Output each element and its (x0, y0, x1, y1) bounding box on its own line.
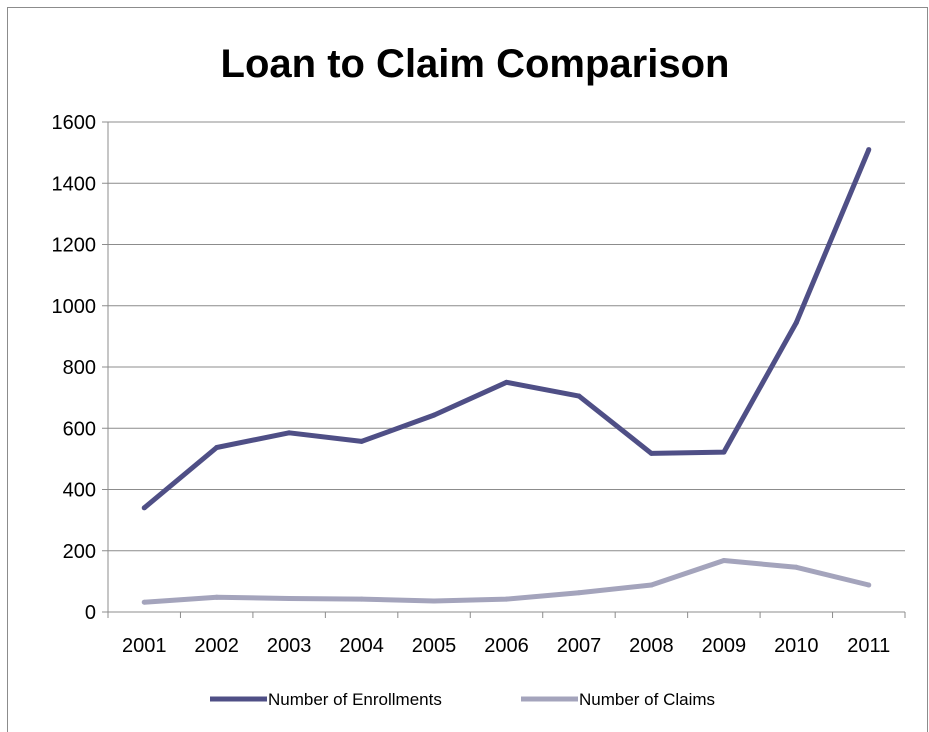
series-line (142, 148, 872, 510)
data-point (359, 438, 365, 444)
data-point (866, 582, 872, 588)
data-point (141, 505, 147, 511)
data-point (286, 430, 292, 436)
data-point (431, 598, 437, 604)
y-tick-label: 200 (63, 541, 96, 563)
data-point (576, 590, 582, 596)
y-tick-label: 800 (63, 357, 96, 379)
x-tick-label: 2010 (774, 635, 819, 657)
data-point (576, 393, 582, 399)
series-number-of-claims (141, 558, 872, 605)
data-point (648, 450, 654, 456)
data-point (793, 320, 799, 326)
y-tick-label: 1200 (52, 235, 97, 257)
data-point (721, 558, 727, 564)
y-tick-label: 600 (63, 418, 96, 440)
gridlines (108, 121, 905, 613)
x-tick-label: 2004 (339, 635, 384, 657)
x-tick-label: 2005 (412, 635, 457, 657)
y-tick-label: 1400 (52, 173, 97, 195)
x-tick-label: 2009 (702, 635, 747, 657)
y-tick-label: 1000 (52, 296, 97, 318)
data-point (286, 596, 292, 602)
x-tick-label: 2001 (122, 635, 167, 657)
data-point (141, 599, 147, 605)
data-point (214, 594, 220, 600)
series-number-of-enrollments (141, 147, 872, 511)
data-point (866, 147, 872, 153)
data-point (793, 564, 799, 570)
x-tick-label: 2011 (847, 635, 890, 657)
data-point (721, 449, 727, 455)
legend-item: Number of Claims (521, 690, 715, 709)
y-axis: 0 200 400 600 800 1000 1200 1400 1600 (52, 112, 109, 624)
data-point (214, 445, 220, 451)
chart-frame (7, 7, 928, 732)
x-tick-label: 2006 (484, 635, 529, 657)
legend-label: Number of Claims (579, 690, 715, 709)
y-tick-label: 0 (85, 602, 96, 624)
x-tick-label: 2002 (194, 635, 239, 657)
series-lines (141, 147, 872, 605)
x-tick-label: 2003 (267, 635, 312, 657)
data-point (504, 596, 509, 602)
legend: Number of Enrollments Number of Claims (210, 690, 715, 709)
x-axis: 2001 2002 2003 2004 2005 2006 2007 2008 2009 2010… (107, 611, 906, 657)
x-tick-label: 2007 (557, 635, 602, 657)
y-tick-label: 1600 (52, 112, 97, 134)
series-line (144, 558, 870, 605)
legend-item: Number of Enrollments (210, 690, 442, 709)
chart-title: Loan to Claim Comparison (221, 42, 730, 86)
data-point (648, 582, 654, 588)
x-tick-label: 2008 (629, 635, 674, 657)
data-point (431, 412, 437, 418)
legend-label: Number of Enrollments (268, 690, 442, 709)
y-tick-label: 400 (63, 480, 96, 502)
data-point (359, 596, 365, 602)
data-point (504, 379, 509, 385)
